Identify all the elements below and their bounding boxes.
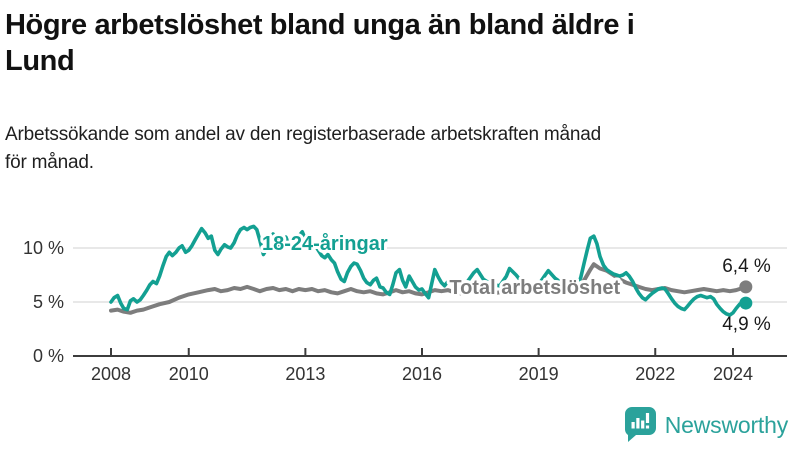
series-line-total: [109, 262, 748, 315]
y-tick-label-0: 0 %: [33, 346, 64, 366]
chart-subtitle: Arbetssökande som andel av den registerb…: [5, 121, 795, 177]
line-chart: 2008 2010 2013 2016 2019 2022 2024 0 % 5 % 10 % To…: [0, 208, 800, 403]
end-dot-youth: [739, 296, 753, 310]
y-tick-label-5: 5 %: [33, 292, 64, 312]
x-tick-label-2022: 2022: [635, 364, 675, 384]
bar-chart-speech-bubble-icon: [624, 407, 656, 442]
series-line-youth: [109, 224, 748, 317]
end-dot-total: [739, 280, 753, 294]
subtitle-line-2: för månad.: [5, 152, 94, 173]
x-tick-label-2010: 2010: [169, 364, 209, 384]
brand-wordmark: Newsworthy: [664, 411, 788, 438]
chart-canvas: 2008 2010 2013 2016 2019 2022 2024 0 % 5 % 10 % To…: [23, 224, 787, 384]
series-label-youth: 18-24-åringar: [262, 232, 388, 255]
x-tick-label-2008: 2008: [91, 364, 131, 384]
subtitle-line-1: Arbetssökande som andel av den registerb…: [5, 124, 602, 145]
x-tick-label-2024: 2024: [713, 364, 753, 384]
title-line-1: Högre arbetslöshet bland unga än bland ä…: [5, 9, 635, 41]
y-tick-label-10: 10 %: [23, 238, 64, 258]
x-tick-label-2019: 2019: [519, 364, 559, 384]
x-tick-label-2016: 2016: [402, 364, 442, 384]
series-label-total: Total arbetslöshet: [449, 277, 620, 299]
x-tick-label-2013: 2013: [285, 364, 325, 384]
end-value-label-youth: 4,9 %: [722, 314, 771, 335]
page-title: Högre arbetslöshet bland unga än bland ä…: [5, 7, 795, 79]
chart-header: Högre arbetslöshet bland unga än bland ä…: [5, 0, 795, 177]
brand-footer: Newsworthy: [624, 406, 788, 444]
end-value-label-total: 6,4 %: [722, 256, 771, 277]
title-line-2: Lund: [5, 45, 75, 77]
